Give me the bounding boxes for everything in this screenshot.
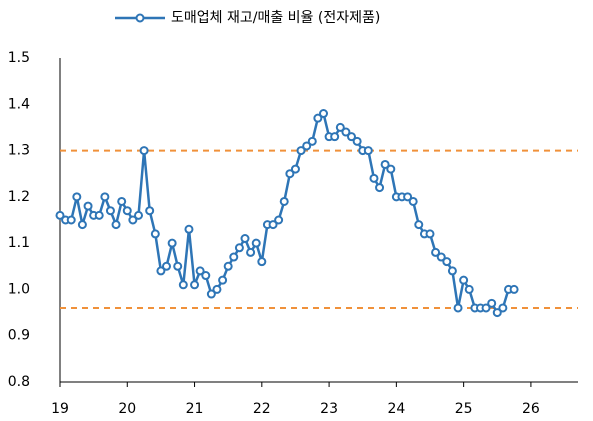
point bbox=[442, 257, 452, 267]
point bbox=[285, 169, 295, 179]
point bbox=[447, 266, 457, 276]
point bbox=[319, 109, 329, 119]
y-tick-label: 1.0 bbox=[8, 281, 30, 297]
y-tick-label: 1.4 bbox=[8, 96, 30, 112]
y-tick-label: 0.9 bbox=[8, 328, 30, 344]
point bbox=[234, 243, 244, 253]
point bbox=[223, 261, 233, 271]
point bbox=[375, 183, 385, 193]
y-tick-label: 0.8 bbox=[8, 374, 30, 390]
point bbox=[184, 224, 194, 234]
point bbox=[403, 192, 413, 202]
point bbox=[352, 136, 362, 146]
point bbox=[72, 192, 82, 202]
x-tick-label: 25 bbox=[455, 401, 473, 417]
point bbox=[408, 196, 418, 206]
legend-label: 도매업체 재고/매출 비율 (전자제품) bbox=[171, 10, 380, 26]
point bbox=[128, 215, 138, 225]
point bbox=[268, 220, 278, 230]
point bbox=[498, 303, 508, 313]
legend-marker bbox=[135, 13, 145, 23]
point bbox=[122, 206, 132, 216]
point bbox=[139, 146, 149, 156]
y-tick-label: 1.2 bbox=[8, 189, 30, 205]
point bbox=[487, 298, 497, 308]
x-tick-label: 21 bbox=[186, 401, 204, 417]
point bbox=[346, 132, 356, 142]
point bbox=[161, 261, 171, 271]
point bbox=[459, 275, 469, 285]
point bbox=[492, 308, 502, 318]
point bbox=[274, 215, 284, 225]
point bbox=[330, 132, 340, 142]
point bbox=[302, 141, 312, 151]
point bbox=[190, 280, 200, 290]
y-tick-label: 1.1 bbox=[8, 235, 30, 251]
point bbox=[290, 164, 300, 174]
point bbox=[145, 206, 155, 216]
point bbox=[464, 284, 474, 294]
point bbox=[173, 261, 183, 271]
point bbox=[105, 206, 115, 216]
point bbox=[111, 220, 121, 230]
point bbox=[240, 234, 250, 244]
point bbox=[313, 113, 323, 123]
point bbox=[279, 196, 289, 206]
point bbox=[66, 215, 76, 225]
point bbox=[481, 303, 491, 313]
point bbox=[94, 210, 104, 220]
point bbox=[436, 252, 446, 262]
point bbox=[414, 220, 424, 230]
x-tick-label: 23 bbox=[320, 401, 338, 417]
point bbox=[150, 229, 160, 239]
x-tick-label: 22 bbox=[253, 401, 271, 417]
point bbox=[257, 257, 267, 267]
point bbox=[195, 266, 205, 276]
point bbox=[83, 201, 93, 211]
x-tick-label: 26 bbox=[522, 401, 540, 417]
point bbox=[206, 289, 216, 299]
point bbox=[246, 247, 256, 257]
point bbox=[156, 266, 166, 276]
point bbox=[425, 229, 435, 239]
x-tick-label: 20 bbox=[118, 401, 136, 417]
point bbox=[100, 192, 110, 202]
point bbox=[296, 146, 306, 156]
point bbox=[251, 238, 261, 248]
x-tick-label: 24 bbox=[387, 401, 405, 417]
point bbox=[55, 210, 65, 220]
point bbox=[363, 146, 373, 156]
point bbox=[134, 210, 144, 220]
point bbox=[307, 136, 317, 146]
point bbox=[335, 122, 345, 132]
point bbox=[386, 164, 396, 174]
point bbox=[453, 303, 463, 313]
point bbox=[218, 275, 228, 285]
point bbox=[178, 280, 188, 290]
point bbox=[167, 238, 177, 248]
point bbox=[229, 252, 239, 262]
point bbox=[201, 271, 211, 281]
x-tick-label: 19 bbox=[51, 401, 69, 417]
point bbox=[77, 220, 87, 230]
point bbox=[117, 196, 127, 206]
point bbox=[380, 159, 390, 169]
point bbox=[212, 284, 222, 294]
point bbox=[341, 127, 351, 137]
y-tick-label: 1.5 bbox=[8, 50, 30, 66]
point bbox=[369, 173, 379, 183]
point bbox=[431, 247, 441, 257]
y-tick-label: 1.3 bbox=[8, 143, 30, 159]
point bbox=[509, 284, 519, 294]
